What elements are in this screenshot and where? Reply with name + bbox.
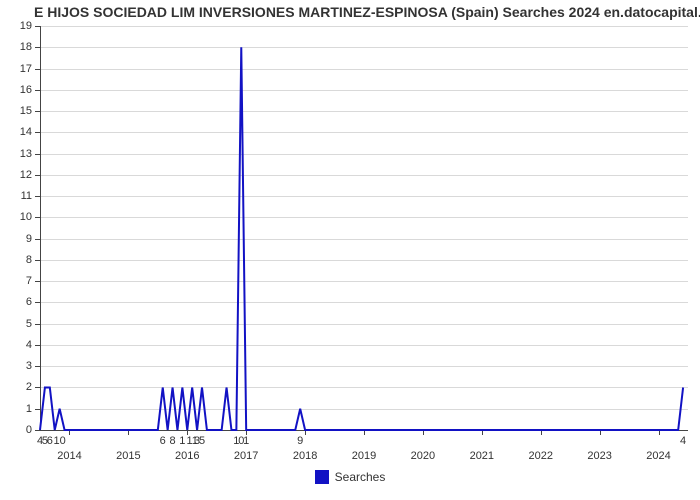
legend-label: Searches: [335, 470, 386, 484]
x-tick-label: 2019: [352, 450, 376, 462]
y-tick-label: 4: [10, 339, 32, 351]
x-tick-label: 2018: [293, 450, 317, 462]
data-point-label: 5: [199, 435, 205, 447]
x-tick-label: 2022: [528, 450, 552, 462]
x-tick-label: 2017: [234, 450, 258, 462]
x-tick-label: 2015: [116, 450, 140, 462]
x-tick-label: 2024: [646, 450, 670, 462]
y-tick-label: 16: [10, 84, 32, 96]
y-tick-label: 9: [10, 233, 32, 245]
legend-swatch: [315, 470, 329, 484]
y-tick-label: 7: [10, 275, 32, 287]
data-point-label: 6: [160, 435, 166, 447]
legend-item: Searches: [315, 470, 386, 484]
y-tick-label: 6: [10, 296, 32, 308]
chart-plot-area: 0123456789101112131415161718192014201520…: [40, 26, 688, 430]
y-tick-label: 19: [10, 20, 32, 32]
y-tick-label: 2: [10, 381, 32, 393]
y-tick-label: 0: [10, 424, 32, 436]
y-tick-label: 17: [10, 63, 32, 75]
data-point-label: 10: [54, 435, 66, 447]
y-tick-label: 8: [10, 254, 32, 266]
y-tick-label: 13: [10, 148, 32, 160]
data-point-label: 4: [680, 435, 686, 447]
y-tick-label: 18: [10, 41, 32, 53]
y-tick-label: 15: [10, 105, 32, 117]
x-tick-label: 2016: [175, 450, 199, 462]
y-tick-label: 14: [10, 126, 32, 138]
y-tick-label: 3: [10, 360, 32, 372]
data-point-label: 8: [169, 435, 175, 447]
data-point-label: 1: [243, 435, 249, 447]
y-tick-label: 1: [10, 403, 32, 415]
y-tick-label: 5: [10, 318, 32, 330]
series-searches: [40, 26, 688, 430]
x-tick-label: 2021: [470, 450, 494, 462]
data-point-label: 1: [179, 435, 185, 447]
y-tick-label: 10: [10, 211, 32, 223]
x-tick-label: 2023: [587, 450, 611, 462]
chart-title: E HIJOS SOCIEDAD LIM INVERSIONES MARTINE…: [0, 4, 700, 20]
chart-legend: Searches: [0, 470, 700, 489]
x-tick-label: 2014: [57, 450, 81, 462]
data-point-label: 9: [297, 435, 303, 447]
data-point-label: 6: [47, 435, 53, 447]
y-tick-label: 12: [10, 169, 32, 181]
x-tick-label: 2020: [411, 450, 435, 462]
y-tick-label: 11: [10, 190, 32, 202]
